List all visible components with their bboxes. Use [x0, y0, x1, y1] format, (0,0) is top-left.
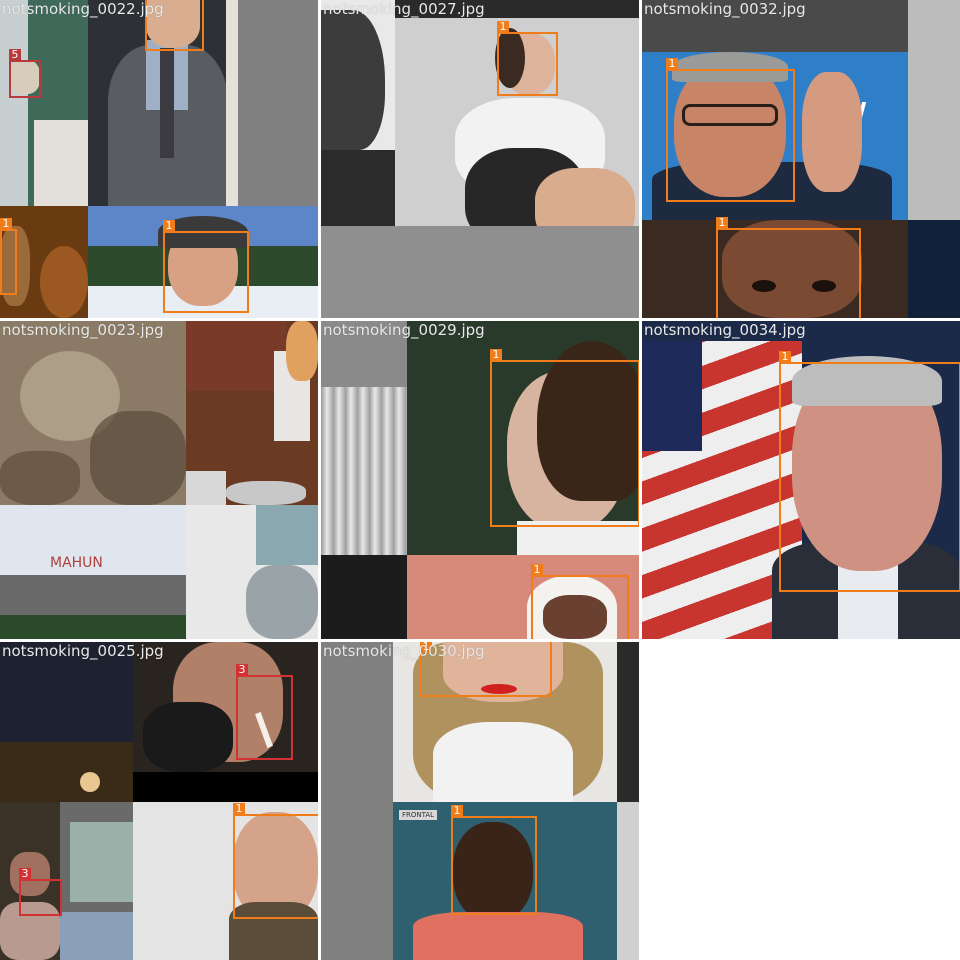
photo-woman-long-hair	[393, 642, 617, 802]
photo-strip	[642, 0, 908, 52]
photo-corrugated-metal	[321, 387, 407, 555]
detection-box: 1	[420, 642, 552, 697]
detection-label: 1	[0, 218, 12, 230]
detection-label: 1	[531, 564, 543, 576]
detection-label: 1	[666, 58, 678, 70]
padding-gray	[908, 0, 960, 220]
detection-box: 1	[163, 220, 249, 313]
detection-box: 1	[716, 217, 861, 318]
photo-dark-scene	[0, 642, 133, 802]
padding-gray	[617, 802, 639, 960]
photo-older-man-with-flag	[642, 321, 960, 639]
mosaic-tile: FRONTAL 1 1 notsmoking_0030.jpg	[321, 642, 639, 960]
photo-woman-profile	[407, 321, 639, 555]
tile-filename: notsmoking_0032.jpg	[644, 0, 806, 18]
photo-mugshot: FRONTAL	[393, 802, 617, 960]
detection-label: 1	[163, 220, 175, 232]
detection-box: 1	[531, 564, 629, 639]
detection-box: 1	[233, 803, 318, 919]
detection-label: 1	[497, 21, 509, 33]
tile-filename: notsmoking_0025.jpg	[2, 642, 164, 660]
sign-text: MAHUN	[50, 555, 103, 571]
mosaic-tile: 1 notsmoking_0034.jpg	[642, 321, 960, 639]
photo-street-smoker	[0, 802, 133, 960]
detection-label: 1	[779, 351, 791, 363]
photo-strip	[395, 0, 639, 18]
detection-label: 1	[451, 805, 463, 817]
frontal-badge: FRONTAL	[399, 810, 438, 820]
photo-building-sign: MAHUN	[0, 505, 186, 639]
tile-filename: notsmoking_0027.jpg	[323, 0, 485, 18]
tile-filename: notsmoking_0030.jpg	[323, 642, 485, 660]
mosaic-tile: 3 3 1 notsmoking_0025.jpg	[0, 642, 318, 960]
photo-strip	[908, 220, 960, 318]
photo-strip	[321, 555, 407, 639]
detection-label: 3	[236, 664, 248, 676]
photo-man-in-suit	[88, 0, 238, 206]
photo-room-with-appliance	[186, 321, 318, 505]
photo-warm-blur	[0, 206, 88, 318]
detection-box: 1	[779, 351, 960, 592]
detection-box: 3	[236, 664, 293, 760]
photo-strip	[133, 772, 318, 802]
photo-man-with-glasses: w	[642, 52, 908, 220]
photo-man-smoking	[133, 642, 318, 772]
detection-box	[145, 0, 204, 51]
photo-woman-eyes	[642, 220, 908, 318]
detection-label: 1	[716, 217, 728, 229]
mosaic-tile: 5 1 1 notsmoking_0022.jpg	[0, 0, 318, 318]
photo-blurry-texture	[0, 321, 186, 505]
mosaic-tile: 1 notsmoking_0027.jpg	[321, 0, 639, 318]
detection-label: 5	[9, 49, 21, 61]
mosaic-tile: MAHUN notsmoking_0023.jpg	[0, 321, 318, 639]
tile-filename: notsmoking_0023.jpg	[2, 321, 164, 339]
tile-filename: notsmoking_0029.jpg	[323, 321, 485, 339]
detection-label: 1	[233, 803, 245, 815]
detection-box: 1	[451, 805, 537, 915]
detection-box: 5	[9, 49, 41, 98]
detection-box: 1	[497, 21, 558, 96]
detection-label: 1	[490, 349, 502, 361]
photo-back-of-head	[321, 0, 395, 226]
detection-box: 1	[666, 58, 795, 202]
tile-filename: notsmoking_0034.jpg	[644, 321, 806, 339]
tile-filename: notsmoking_0022.jpg	[2, 0, 164, 18]
photo-smiling-young-man	[133, 802, 318, 960]
detection-box: 1	[0, 218, 17, 295]
detection-box: 3	[19, 868, 62, 916]
mosaic-tile: 1 1 notsmoking_0029.jpg	[321, 321, 639, 639]
detection-label: 3	[19, 868, 31, 880]
photo-nurse-with-kitten	[0, 0, 88, 206]
padding-gray	[321, 226, 639, 318]
padding-gray	[321, 642, 393, 960]
padding-gray	[321, 321, 407, 387]
photo-elderly-woman	[407, 555, 639, 639]
detection-box: 1	[490, 349, 639, 527]
padding-gray	[238, 0, 318, 206]
photo-strip	[617, 642, 639, 802]
photo-window-blur	[186, 505, 318, 639]
detection-label: 1	[420, 642, 432, 653]
mosaic-tile: w 1 1 notsmoking_0032.jpg	[642, 0, 960, 318]
